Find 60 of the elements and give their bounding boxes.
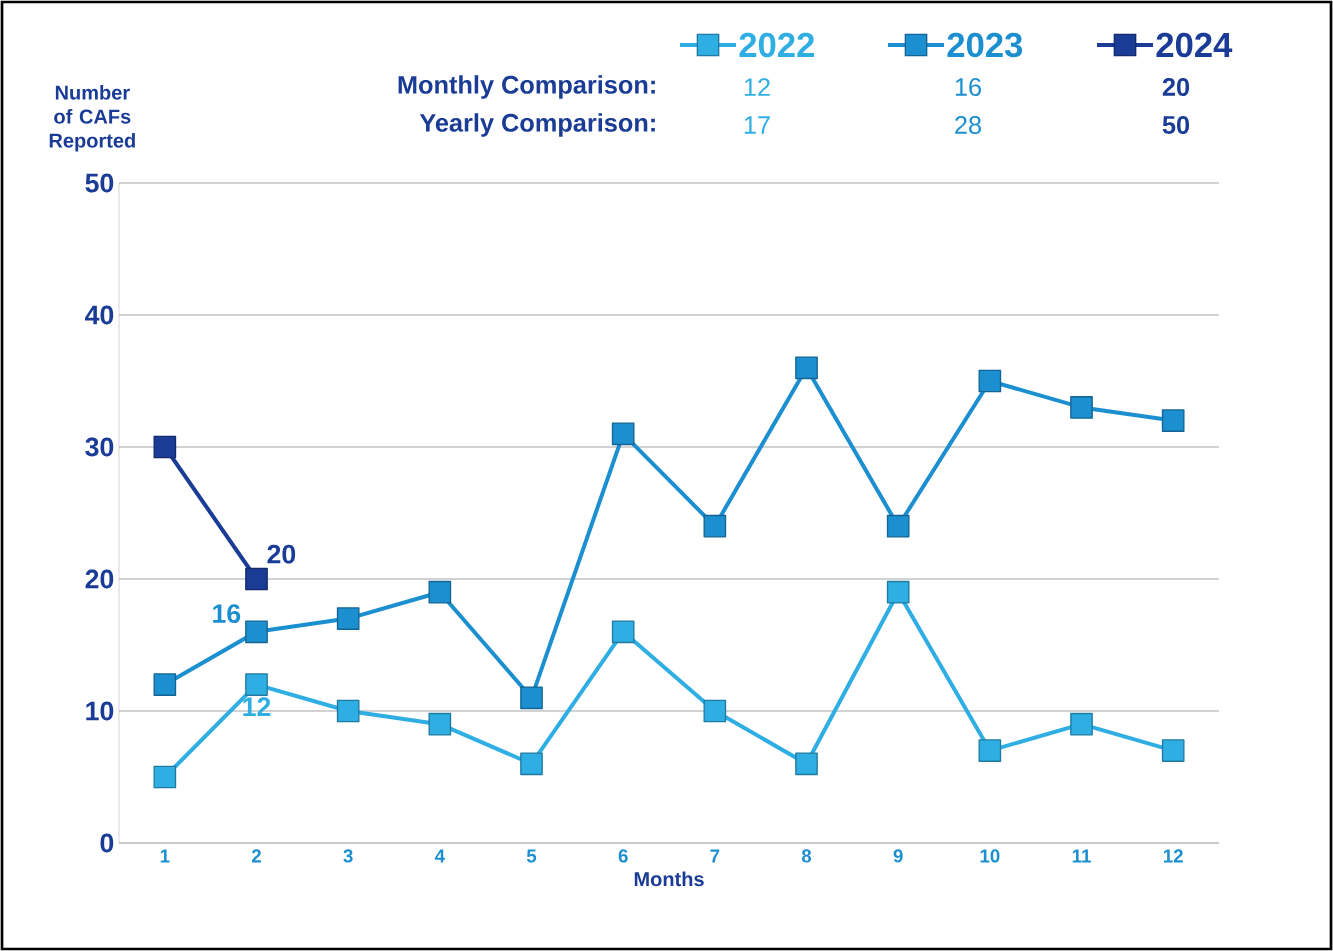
point [978, 369, 1002, 393]
point [245, 620, 268, 644]
y-tick-label: 0 [100, 833, 114, 853]
y-tick-label: 30 [85, 437, 114, 457]
text: 12 [744, 78, 770, 96]
point [153, 435, 177, 459]
point [703, 699, 727, 723]
x-tick-label: 8 [801, 849, 812, 863]
point [245, 673, 268, 696]
x-tick-label: 11 [1072, 849, 1091, 863]
x-tick-label: 1 [160, 849, 170, 863]
point [886, 514, 910, 538]
y-tick-label: 20 [85, 569, 114, 589]
point [1161, 409, 1185, 432]
data-label: 12 [243, 697, 271, 716]
x-tick-label: 4 [434, 849, 445, 863]
y-tick-label: 10 [86, 701, 114, 721]
point [520, 752, 543, 776]
point [886, 580, 910, 604]
x-tick-label: 7 [710, 849, 720, 863]
text: 20 [1162, 78, 1190, 96]
point [611, 422, 635, 446]
point [1070, 712, 1093, 736]
x-tick-label: 2 [251, 849, 261, 863]
y-tick-label: 50 [85, 173, 114, 193]
point [428, 580, 452, 604]
text: 16 [955, 78, 981, 96]
point [978, 739, 1002, 762]
text: Monthly Comparison: [398, 75, 655, 99]
legend-label: 2022 [739, 32, 814, 58]
x-tick-label: 3 [343, 849, 353, 863]
legend-label: 2023 [947, 32, 1023, 58]
point [336, 607, 360, 630]
point [336, 699, 360, 723]
point [153, 765, 177, 789]
point [245, 567, 268, 591]
text: 28 [955, 116, 981, 134]
point [795, 356, 818, 380]
legend-label: 2024 [1156, 32, 1233, 58]
point [703, 514, 727, 538]
x-tick-label: 10 [980, 849, 1000, 863]
x-tick-label: 12 [1163, 849, 1183, 863]
point [795, 752, 818, 776]
text: Yearly Comparison: [419, 113, 655, 137]
point [611, 620, 635, 644]
point [520, 686, 543, 710]
x-tick-label: 9 [893, 849, 903, 863]
y-axis-title: Number of CAFs Reported [49, 84, 135, 152]
point [428, 712, 452, 736]
text: 17 [744, 116, 770, 134]
x-tick-label: 6 [618, 849, 628, 863]
data-label: 20 [267, 544, 296, 564]
x-tick-label: 5 [526, 849, 537, 863]
x-axis-title: Months [634, 871, 704, 887]
text: 50 [1162, 116, 1190, 134]
data-label: 16 [213, 604, 241, 624]
point [153, 673, 177, 696]
y-tick-label: 40 [85, 305, 114, 325]
point [1070, 396, 1093, 419]
point [1161, 739, 1185, 762]
